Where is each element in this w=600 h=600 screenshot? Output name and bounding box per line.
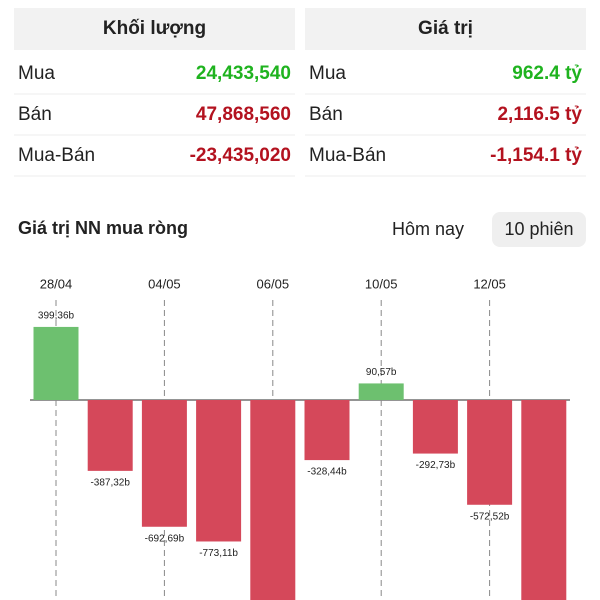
- bar: [196, 400, 242, 542]
- bar: [467, 400, 513, 505]
- table-header: Giá trị: [418, 18, 473, 39]
- row-value: 24,433,540: [196, 63, 291, 84]
- tab[interactable]: Hôm nay: [392, 219, 464, 239]
- row-value: 962.4 tỷ: [512, 63, 582, 84]
- value-label: -387,32b: [90, 478, 130, 489]
- chart-title: Giá trị NN mua ròng: [18, 218, 188, 238]
- bar: [87, 400, 133, 471]
- bar: [412, 400, 458, 454]
- row-label: Mua: [18, 63, 55, 84]
- x-tick-label: 28/04: [40, 276, 73, 291]
- tab[interactable]: 10 phiên: [504, 219, 573, 239]
- value-label: -292,73b: [416, 460, 456, 471]
- x-tick-label: 10/05: [365, 276, 398, 291]
- value-label: 90,57b: [366, 367, 397, 378]
- row-value: 47,868,560: [196, 104, 291, 125]
- row-value: -1,154.1 tỷ: [490, 145, 582, 166]
- bar: [33, 326, 79, 400]
- bar: [141, 400, 187, 527]
- value-label: -692,69b: [145, 533, 185, 544]
- x-tick-label: 04/05: [148, 276, 181, 291]
- bar: [521, 400, 567, 600]
- header-bg: [305, 8, 586, 50]
- value-label: -328,44b: [307, 467, 347, 478]
- row-value: -23,435,020: [190, 145, 291, 166]
- row-label: Mua-Bán: [309, 145, 386, 166]
- bar: [304, 400, 350, 461]
- value-label: -773,11b: [199, 548, 238, 559]
- x-tick-label: 06/05: [257, 276, 290, 291]
- value-label: 399,36b: [38, 311, 75, 322]
- x-tick-label: 12/05: [473, 276, 506, 291]
- row-label: Bán: [18, 104, 52, 125]
- row-label: Mua: [309, 63, 346, 84]
- table-header: Khối lượng: [103, 18, 206, 39]
- row-label: Mua-Bán: [18, 145, 95, 166]
- header-bg: [14, 8, 295, 50]
- bar: [250, 400, 296, 600]
- value-label: -572,52b: [470, 511, 510, 522]
- row-value: 2,116.5 tỷ: [497, 104, 582, 125]
- tab-bg: [492, 212, 586, 247]
- row-label: Bán: [309, 104, 343, 125]
- bar: [358, 383, 404, 400]
